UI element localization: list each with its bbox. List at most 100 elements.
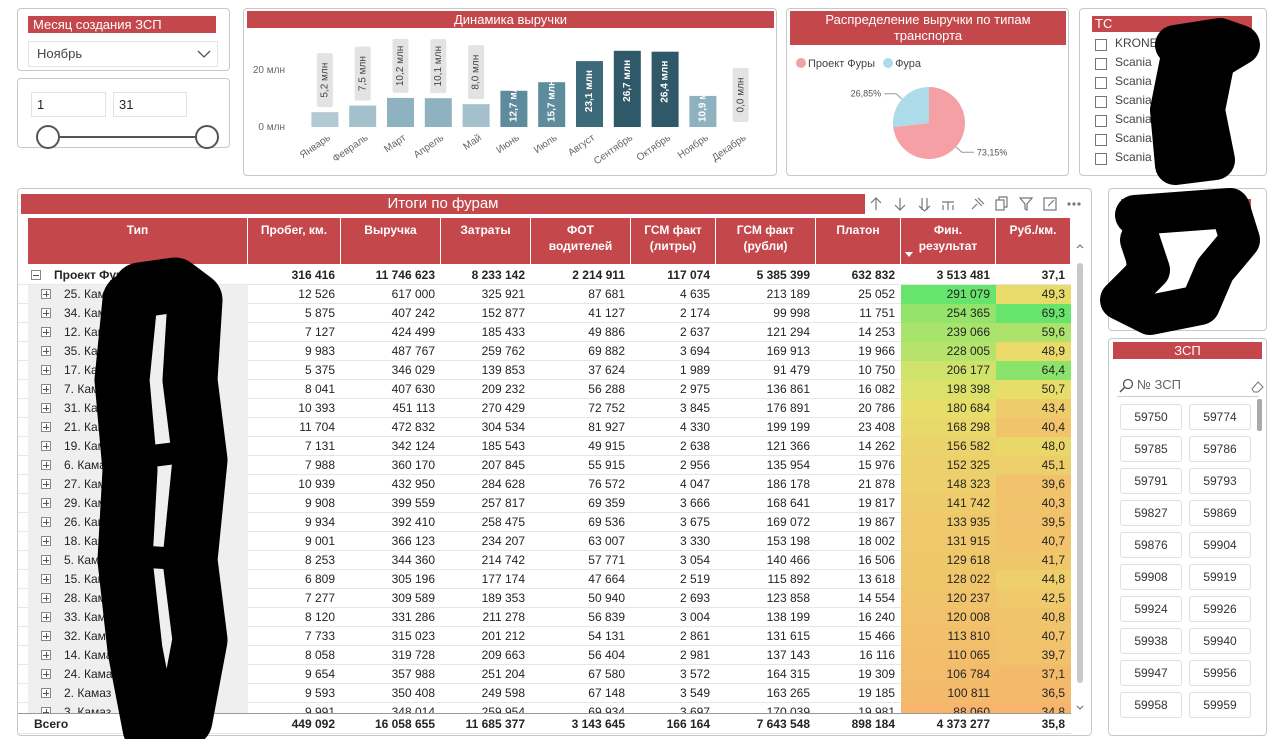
range-from[interactable]: 1 — [31, 92, 106, 117]
checkbox[interactable] — [1095, 115, 1107, 127]
checkbox[interactable] — [1126, 223, 1138, 235]
expand-icon[interactable] — [41, 669, 51, 679]
table-cell: 206 177 — [901, 361, 996, 380]
month-dropdown[interactable]: Ноябрь — [28, 41, 218, 67]
zsp-tile[interactable]: 59869 — [1189, 500, 1251, 526]
icon-line — [45, 462, 47, 468]
search-box[interactable]: № ЗСП — [1117, 373, 1264, 397]
expand-icon[interactable] — [41, 650, 51, 660]
expand-icon[interactable] — [41, 631, 51, 641]
zsp-tile[interactable]: 59793 — [1189, 468, 1251, 494]
zsp-tile[interactable]: 59947 — [1120, 660, 1182, 686]
zsp-tile[interactable]: 59791 — [1120, 468, 1182, 494]
expand-icon[interactable] — [41, 384, 51, 394]
scrollbar[interactable] — [1075, 241, 1085, 713]
checkbox[interactable] — [1095, 77, 1107, 89]
zsp-tile[interactable]: 59785 — [1120, 436, 1182, 462]
icon-line — [45, 443, 47, 449]
scrollbar[interactable] — [1257, 399, 1262, 431]
expand-icon[interactable] — [41, 536, 51, 546]
detail-row: 33. Камаз 8 120 331 286 211 278 56 839 3 004 1… — [18, 608, 1071, 627]
table-cell: 8 120 — [304, 610, 335, 624]
table-cell: 432 950 — [391, 477, 435, 491]
checkbox[interactable] — [1095, 96, 1107, 108]
zsp-tile[interactable]: 59876 — [1120, 532, 1182, 558]
expand-icon[interactable] — [41, 289, 51, 299]
column-header[interactable]: ФОТ водителей — [531, 218, 630, 264]
expand-icon[interactable] — [41, 308, 51, 318]
zsp-tile[interactable]: 59938 — [1120, 628, 1182, 654]
range-to[interactable]: 31 — [113, 92, 187, 117]
expand-icon[interactable] — [41, 707, 51, 713]
expand-icon[interactable] — [41, 346, 51, 356]
range-handle[interactable] — [195, 125, 219, 149]
table-cell: 129 618 — [901, 551, 996, 570]
zsp-tile[interactable]: 59940 — [1189, 628, 1251, 654]
zsp-tile[interactable]: 59926 — [1189, 596, 1251, 622]
table-cell: 123 858 — [766, 591, 810, 605]
column-header[interactable]: Тип — [28, 218, 247, 264]
zsp-tile[interactable]: 59827 — [1120, 500, 1182, 526]
table-cell: 16 506 — [858, 553, 895, 567]
zsp-tile[interactable]: 59959 — [1189, 692, 1251, 718]
range-handle[interactable] — [36, 125, 60, 149]
column-header[interactable]: ГСМ факт (рубли) — [716, 218, 815, 264]
zsp-tile[interactable]: 59774 — [1189, 404, 1251, 430]
table-cell: 9 654 — [304, 667, 335, 681]
zsp-tile[interactable]: 59908 — [1120, 564, 1182, 590]
zsp-tile[interactable]: 59786 — [1189, 436, 1251, 462]
column-header[interactable]: Платон — [816, 218, 900, 264]
zsp-tile[interactable]: 59956 — [1189, 660, 1251, 686]
expand-icon[interactable] — [41, 574, 51, 584]
logist-slicer: Логист — [1108, 188, 1267, 331]
zsp-tile[interactable]: 59919 — [1189, 564, 1251, 590]
checkbox[interactable] — [1126, 242, 1138, 254]
table-cell: 133 935 — [901, 513, 996, 532]
row-label: 15. Камаз — [28, 570, 248, 589]
column-header[interactable]: ГСМ факт (литры) — [631, 218, 715, 264]
table-cell: 69 359 — [588, 496, 625, 510]
table-cell: 121 294 — [766, 325, 810, 339]
table-cell: 617 000 — [391, 287, 435, 301]
table-cell: 50 940 — [588, 591, 625, 605]
table-cell: 168 641 — [766, 496, 810, 510]
eraser-icon[interactable] — [1249, 378, 1265, 394]
expand-icon[interactable] — [41, 365, 51, 375]
checkbox[interactable] — [1095, 39, 1107, 51]
zsp-tile[interactable]: 59958 — [1120, 692, 1182, 718]
zsp-tile[interactable]: 59904 — [1189, 532, 1251, 558]
table-cell: 170 039 — [766, 705, 810, 713]
checkbox[interactable] — [1095, 134, 1107, 146]
expand-icon[interactable] — [41, 555, 51, 565]
expand-icon[interactable] — [41, 593, 51, 603]
collapse-icon[interactable] — [31, 270, 41, 280]
table-cell: 100 811 — [901, 684, 996, 703]
expand-icon[interactable] — [41, 422, 51, 432]
table-cell: 40,7 — [996, 532, 1071, 551]
expand-icon[interactable] — [41, 460, 51, 470]
zsp-tile[interactable]: 59750 — [1120, 404, 1182, 430]
expand-icon[interactable] — [41, 498, 51, 508]
column-header[interactable]: Руб./км. — [996, 218, 1070, 264]
expand-icon[interactable] — [41, 479, 51, 489]
column-header[interactable]: Фин. результат — [901, 218, 995, 264]
zsp-tile[interactable]: 59924 — [1120, 596, 1182, 622]
column-header[interactable]: Пробег, км. — [248, 218, 340, 264]
expand-icon[interactable] — [41, 612, 51, 622]
visual-toolbar[interactable] — [866, 193, 1091, 215]
checkbox[interactable] — [1126, 261, 1138, 273]
total-wrap: Всего 449 092 16 058 655 11 685 377 3 143 64… — [18, 713, 1071, 736]
column-header[interactable]: Выручка — [341, 218, 440, 264]
detail-row: 29. Камаз 9 908 399 559 257 817 69 359 3 666 1… — [18, 494, 1071, 513]
column-header[interactable]: Затраты — [441, 218, 530, 264]
table-cell: 348 014 — [391, 705, 435, 713]
expand-icon[interactable] — [41, 403, 51, 413]
checkbox[interactable] — [1126, 280, 1138, 292]
expand-icon[interactable] — [41, 688, 51, 698]
expand-icon[interactable] — [41, 441, 51, 451]
expand-icon[interactable] — [41, 517, 51, 527]
checkbox[interactable] — [1095, 153, 1107, 165]
table-cell: 9 908 — [304, 496, 335, 510]
expand-icon[interactable] — [41, 327, 51, 337]
checkbox[interactable] — [1095, 58, 1107, 70]
